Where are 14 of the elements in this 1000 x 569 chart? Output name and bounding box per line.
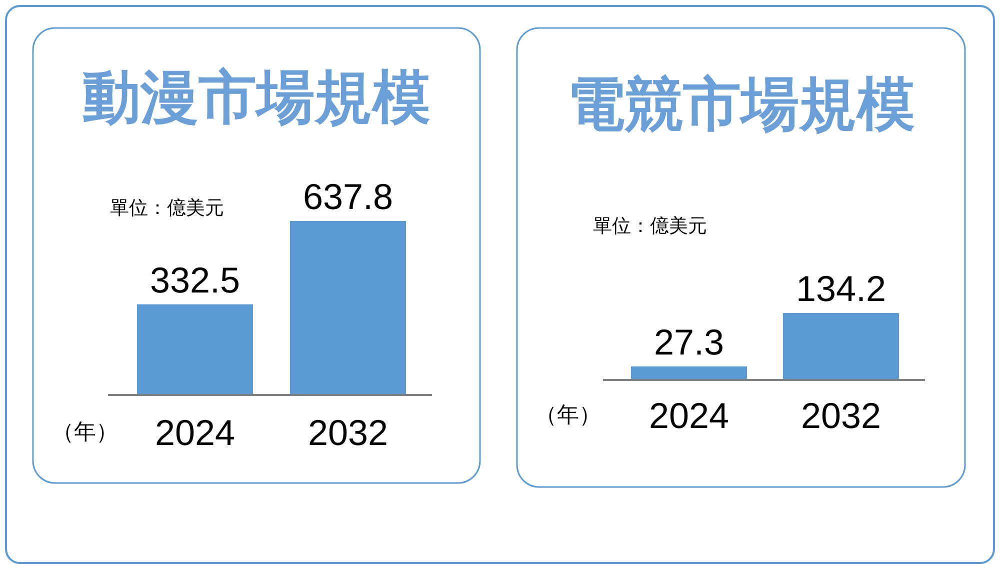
data-label: 332.5 (150, 259, 240, 300)
text: 單位：億美元 (593, 215, 707, 237)
data-label: 27.3 (654, 321, 724, 362)
chart-title: 電競市場規模 (567, 72, 915, 137)
x-tick-label: 2032 (308, 412, 388, 453)
text: 單位：億美元 (110, 197, 224, 219)
chart-title: 動漫市場規模 (82, 65, 430, 130)
data-label: 134.2 (796, 268, 886, 309)
data-label: 637.8 (302, 176, 394, 217)
x-tick-label: 2024 (648, 395, 730, 436)
x-axis-title: （年） (535, 402, 601, 427)
x-axis-title: （年） (52, 419, 118, 444)
x-tick-label: 2024 (154, 412, 236, 453)
x-tick-label: 2032 (800, 395, 882, 436)
